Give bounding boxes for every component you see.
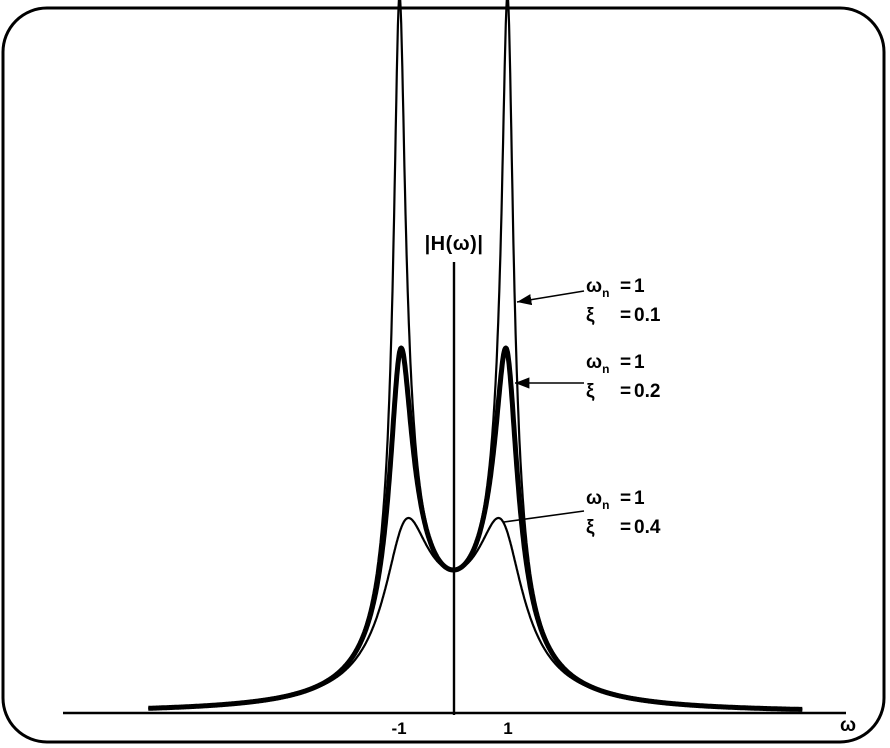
xi-value: 0.1	[634, 305, 661, 326]
curve-xi-0.2	[146, 345, 805, 712]
equals-sign: =	[619, 352, 632, 373]
annotation-xi-0.4: ωn = 1 ξ = 0.4	[586, 488, 660, 546]
equals-sign: =	[619, 276, 632, 297]
annotation-omega-n-line: ωn = 1	[586, 276, 660, 305]
omega-n-symbol: ωn	[586, 488, 610, 512]
omega-n-value: 1	[634, 352, 645, 373]
equals-sign: =	[619, 517, 632, 538]
annotation-omega-n-line: ωn = 1	[586, 352, 660, 381]
annotation-xi-0.1: ωn = 1 ξ = 0.1	[586, 276, 660, 334]
xi-symbol: ξ	[586, 381, 595, 402]
omega-n-value: 1	[634, 488, 645, 509]
y-axis-label: |H(ω)|	[424, 233, 484, 255]
xi-value: 0.4	[634, 517, 661, 538]
equals-sign: =	[619, 305, 632, 326]
omega-n-value: 1	[634, 276, 645, 297]
curves-group	[146, 0, 805, 712]
annotation-arrow-xi-0.1	[516, 290, 585, 306]
annotation-xi-line: ξ = 0.4	[586, 517, 660, 546]
omega-n-symbol: ωn	[586, 276, 610, 300]
xi-symbol: ξ	[586, 517, 595, 538]
x-axis-label: ω	[840, 715, 857, 736]
xi-value: 0.2	[634, 381, 661, 402]
x-tick-label-neg1: -1	[391, 719, 407, 738]
x-tick-label-pos1: 1	[503, 719, 513, 738]
xi-symbol: ξ	[586, 305, 595, 326]
omega-n-symbol: ωn	[586, 352, 610, 376]
equals-sign: =	[619, 381, 632, 402]
annotation-xi-0.2: ωn = 1 ξ = 0.2	[586, 352, 660, 410]
annotation-omega-n-line: ωn = 1	[586, 488, 660, 517]
curve-xi-0.1	[147, 0, 803, 711]
equals-sign: =	[619, 488, 632, 509]
annotation-xi-line: ξ = 0.1	[586, 305, 660, 334]
annotation-pointer-xi-0.4	[503, 510, 585, 523]
figure-frame	[1, 6, 886, 744]
annotation-xi-line: ξ = 0.2	[586, 381, 660, 410]
